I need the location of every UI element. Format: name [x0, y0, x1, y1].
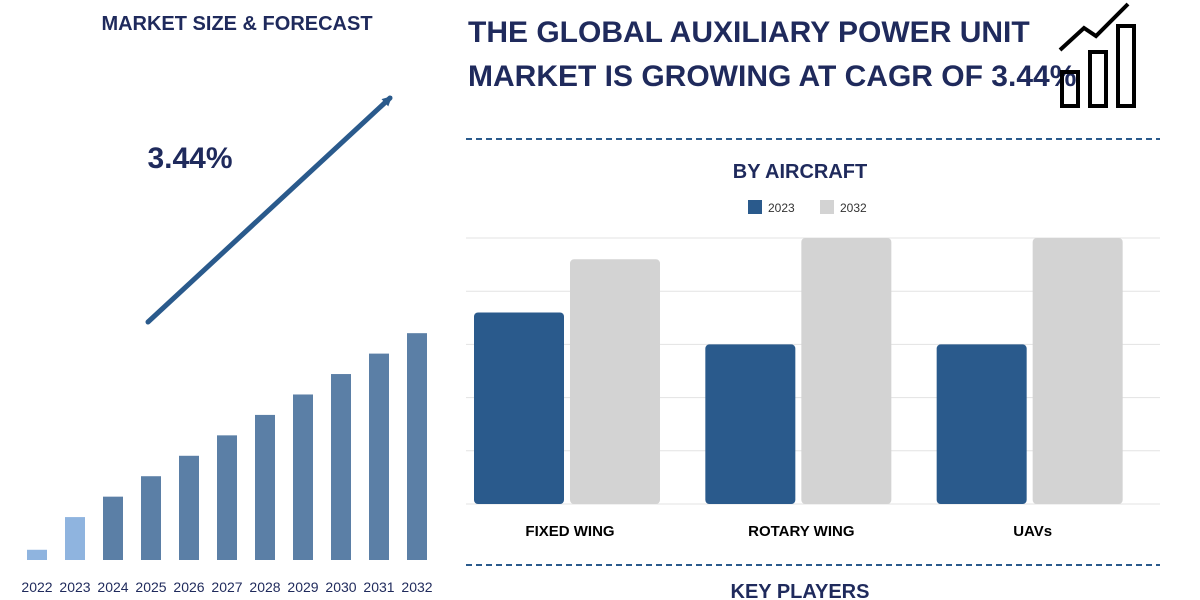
left-tick-2023: 2023 [59, 579, 90, 595]
left-tick-2031: 2031 [363, 579, 394, 595]
cagr-annotation: 3.44% [147, 142, 232, 175]
by-aircraft-title: BY AIRCRAFT [733, 161, 867, 183]
legend-swatch-2032 [820, 200, 834, 214]
left-tick-2024: 2024 [97, 579, 128, 595]
left-bar-2032 [407, 333, 427, 560]
legend-label-2023: 2023 [768, 201, 795, 215]
legend-swatch-2023 [748, 200, 762, 214]
bar-2023-rotary-wing [705, 344, 796, 504]
key-players-title: KEY PLAYERS [731, 581, 870, 600]
right-bars-group [474, 238, 1123, 504]
legend: 2023 2032 [748, 200, 867, 215]
growth-chart-icon [1058, 2, 1136, 108]
left-bar-2026 [179, 455, 199, 560]
left-tick-2022: 2022 [21, 579, 52, 595]
left-tick-2029: 2029 [287, 579, 318, 595]
left-bar-2029 [293, 394, 313, 560]
left-tick-2030: 2030 [325, 579, 356, 595]
headline-line-2: MARKET IS GROWING AT CAGR OF 3.44% [468, 60, 1076, 93]
left-tick-2028: 2028 [249, 579, 280, 595]
left-bar-2022 [27, 549, 47, 560]
tick-fixed-wing: FIXED WING [525, 523, 614, 540]
left-tick-2032: 2032 [401, 579, 432, 595]
left-bar-2031 [369, 353, 389, 560]
left-x-tick-labels: 2022 2023 2024 2025 2026 2027 2028 2029 2030 2031… [21, 579, 432, 595]
legend-label-2032: 2032 [840, 201, 867, 215]
bar-2023-uavs [936, 344, 1027, 504]
left-bar-2027 [217, 435, 237, 560]
growth-arrow [145, 95, 393, 325]
left-tick-2027: 2027 [211, 579, 242, 595]
left-tick-2026: 2026 [173, 579, 204, 595]
bar-2023-fixed-wing [474, 312, 564, 504]
left-tick-2025: 2025 [135, 579, 166, 595]
bar-2032-rotary-wing [801, 238, 892, 504]
bar-2032-fixed-wing [570, 259, 660, 504]
left-bar-2023 [65, 517, 85, 560]
left-bar-2028 [255, 414, 275, 560]
left-bar-2024 [103, 496, 123, 560]
tick-rotary-wing: ROTARY WING [748, 523, 854, 540]
left-bars-group [27, 333, 427, 560]
tick-uavs: UAVs [1013, 523, 1052, 540]
right-x-tick-labels: FIXED WING ROTARY WING UAVs [525, 523, 1052, 540]
left-bar-2030 [331, 374, 351, 560]
left-bar-2025 [141, 476, 161, 560]
bar-2032-uavs [1032, 238, 1123, 504]
left-chart-title: MARKET SIZE & FORECAST [101, 13, 372, 35]
headline-line-1: THE GLOBAL AUXILIARY POWER UNIT [468, 16, 1030, 49]
